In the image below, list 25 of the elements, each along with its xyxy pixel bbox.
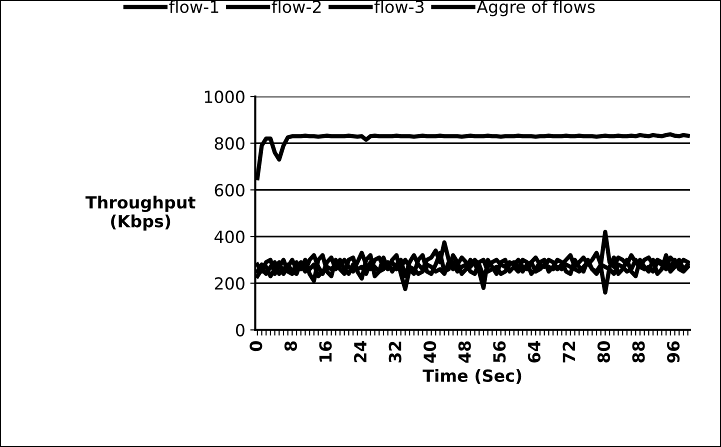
x-tick-label: 32 bbox=[388, 342, 402, 362]
x-tick-label: 8 bbox=[284, 341, 298, 351]
x-tick-label: 40 bbox=[424, 341, 436, 363]
x-tick-label: 88 bbox=[632, 341, 645, 362]
x-tick-label: 24 bbox=[354, 341, 366, 362]
x-tick-label: 56 bbox=[493, 341, 506, 362]
legend-label: Aggre of flows bbox=[476, 0, 595, 16]
legend-label: flow-2 bbox=[272, 0, 321, 14]
y-tick-label: 1000 bbox=[204, 90, 244, 104]
y-tick-label: 400 bbox=[214, 230, 244, 244]
x-tick-label: 48 bbox=[458, 341, 471, 363]
y-tick-label: 0 bbox=[236, 324, 244, 336]
x-tick-label: 64 bbox=[528, 341, 540, 362]
y-tick-label: 200 bbox=[214, 277, 244, 290]
x-tick-label: 72 bbox=[562, 342, 576, 362]
x-tick-label: 0 bbox=[250, 341, 262, 352]
x-tick-label: 96 bbox=[667, 341, 680, 363]
y-axis-title: Throughput (Kbps) bbox=[86, 196, 196, 231]
legend-label: flow-3 bbox=[374, 0, 424, 14]
y-tick-label: 600 bbox=[214, 184, 244, 196]
legend-label: flow-1 bbox=[169, 0, 218, 14]
x-tick-label: 16 bbox=[319, 341, 332, 362]
x-tick-label: 80 bbox=[597, 341, 610, 362]
y-tick-label: 800 bbox=[214, 137, 244, 150]
x-axis-title: Time (Sec) bbox=[422, 369, 522, 384]
